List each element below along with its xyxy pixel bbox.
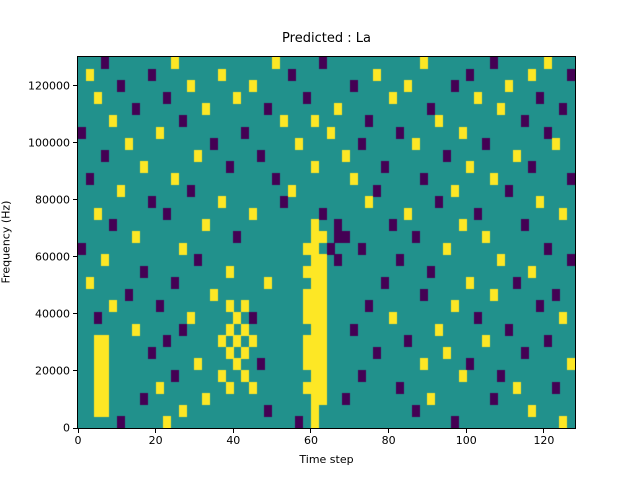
y-axis-label: Frequency (Hz) [0, 200, 13, 284]
x-tick-mark [310, 429, 312, 433]
x-tick-label: 120 [533, 434, 555, 447]
y-tick-label: 20000 [35, 364, 70, 378]
x-tick-mark [155, 429, 157, 433]
y-tick-label: 40000 [35, 307, 70, 321]
x-tick-label: 40 [226, 434, 241, 447]
x-tick-mark [232, 429, 234, 433]
plot-area [77, 56, 576, 429]
x-tick-label: 60 [303, 434, 318, 447]
x-tick-mark [543, 429, 545, 433]
x-tick-label: 80 [381, 434, 396, 447]
x-tick-mark [77, 429, 79, 433]
heatmap [78, 57, 575, 428]
chart-title: Predicted : La [282, 31, 371, 46]
x-tick-label: 100 [455, 434, 477, 447]
y-tick-label: 0 [63, 421, 70, 435]
x-tick-mark [388, 429, 390, 433]
y-tick-label: 120000 [28, 79, 70, 93]
x-tick-label: 0 [74, 434, 82, 447]
x-tick-label: 20 [148, 434, 163, 447]
x-tick-mark [465, 429, 467, 433]
y-tick-label: 100000 [28, 136, 70, 150]
x-axis-label: Time step [299, 453, 354, 466]
